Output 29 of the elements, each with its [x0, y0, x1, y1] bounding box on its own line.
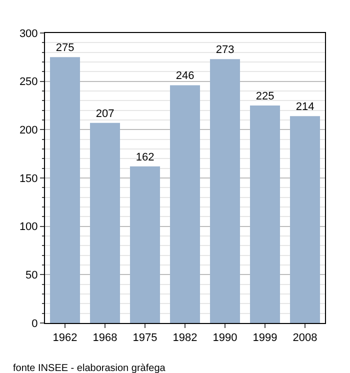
bar: [130, 166, 160, 323]
x-tick-label: 1975: [132, 332, 158, 344]
x-tick-label: 2008: [292, 332, 318, 344]
x-tick-label: 1962: [52, 332, 78, 344]
y-tick-label: 300: [19, 28, 38, 40]
bar: [90, 122, 120, 323]
y-tick-label: 100: [19, 221, 38, 234]
x-tick-label: 1982: [172, 332, 198, 344]
bar: [210, 59, 240, 323]
y-tick-label: 50: [26, 270, 38, 282]
bar: [290, 116, 320, 323]
y-tick-label: 200: [19, 124, 38, 137]
data-label: 162: [136, 151, 154, 164]
data-label: 225: [256, 90, 274, 102]
source-note: fonte INSEE - elaborasion gràfega: [13, 363, 166, 373]
y-tick-label: 0: [32, 318, 38, 330]
bar: [170, 85, 200, 323]
y-tick-label: 250: [19, 76, 38, 88]
x-tick-label: 1990: [212, 332, 238, 344]
data-label: 273: [216, 44, 234, 56]
data-label: 246: [176, 70, 194, 82]
x-tick-label: 1999: [252, 332, 278, 344]
data-label: 214: [296, 101, 314, 114]
x-tick-label: 1968: [92, 332, 118, 344]
data-label: 207: [96, 108, 114, 120]
data-label: 275: [56, 42, 74, 54]
bar: [50, 57, 80, 323]
bar: [250, 106, 280, 323]
y-tick-label: 150: [19, 172, 38, 185]
